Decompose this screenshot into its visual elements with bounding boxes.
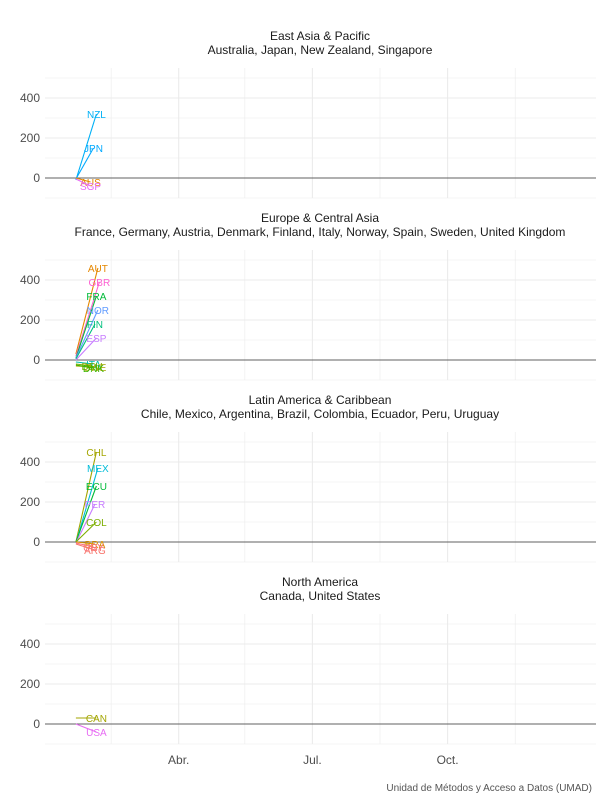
series-label-col: COL	[86, 518, 107, 529]
x-tick-label: Oct.	[437, 753, 459, 767]
x-tick-label: Abr.	[168, 753, 189, 767]
series-line-bra	[75, 541, 96, 545]
panel-subtitle: France, Germany, Austria, Denmark, Finla…	[75, 225, 566, 239]
series-line-arg	[75, 543, 96, 551]
series-label-can: CAN	[86, 714, 107, 725]
series-label-usa: USA	[86, 728, 107, 739]
series-line-gbr	[75, 281, 100, 357]
y-tick-label: 200	[20, 131, 40, 145]
series-line-esp	[75, 337, 97, 361]
series-label-per: PER	[85, 500, 106, 511]
series-line-deu	[75, 363, 93, 367]
series-line-nzl	[75, 113, 97, 181]
series-line-ecu	[75, 485, 97, 543]
series-line-chl	[75, 451, 97, 543]
panel-subtitle: Canada, United States	[260, 589, 381, 603]
y-tick-label: 400	[20, 91, 40, 105]
series-label-bra: BRA	[85, 540, 106, 551]
series-line-nor	[75, 309, 99, 359]
series-label-arg: ARG	[84, 546, 106, 557]
series-line-sgp	[75, 178, 91, 187]
series-label-dnk: DNK	[83, 364, 104, 375]
panel-subtitle: Australia, Japan, New Zealand, Singapore	[208, 43, 433, 57]
series-line-ita	[75, 361, 94, 365]
y-tick-label: 400	[20, 455, 40, 469]
panel-subtitle: Chile, Mexico, Argentina, Brazil, Colomb…	[141, 407, 499, 421]
panel-title: Europe & Central Asia	[261, 211, 379, 225]
series-line-jpn	[75, 147, 94, 180]
series-label-aus: AUS	[80, 178, 101, 189]
panel-title: East Asia & Pacific	[270, 29, 370, 43]
series-label-jpn: JPN	[84, 144, 103, 155]
series-line-dnk	[75, 364, 94, 369]
series-label-sgp: SGP	[80, 182, 101, 193]
series-label-swe: SWE	[84, 363, 107, 374]
series-line-ury	[75, 542, 94, 548]
y-tick-label: 200	[20, 313, 40, 327]
y-tick-label: 200	[20, 677, 40, 691]
series-line-aus	[75, 177, 91, 183]
series-line-fin	[75, 323, 96, 360]
series-label-esp: ESP	[86, 334, 106, 345]
series-label-gbr: GBR	[89, 278, 111, 289]
series-label-ury: URY	[83, 543, 104, 554]
caption: Unidad de Métodos y Acceso a Datos (UMAD…	[386, 783, 592, 794]
series-line-col	[75, 521, 97, 543]
series-label-nzl: NZL	[87, 110, 106, 121]
series-label-fra: FRA	[86, 292, 106, 303]
series-label-mex: MEX	[87, 464, 109, 475]
series-line-fra	[75, 295, 97, 359]
y-tick-label: 400	[20, 637, 40, 651]
x-tick-label: Jul.	[303, 753, 322, 767]
panel-title: Latin America & Caribbean	[249, 393, 392, 407]
y-tick-label: 0	[33, 353, 40, 367]
series-line-per	[75, 503, 96, 544]
series-label-ecu: ECU	[86, 482, 107, 493]
series-label-fin: FIN	[87, 320, 103, 331]
y-tick-label: 200	[20, 495, 40, 509]
y-tick-label: 0	[33, 717, 40, 731]
y-tick-label: 0	[33, 535, 40, 549]
series-line-aut	[75, 267, 99, 355]
series-line-usa	[75, 723, 97, 733]
y-tick-label: 0	[33, 171, 40, 185]
series-label-chl: CHL	[86, 448, 106, 459]
y-tick-label: 400	[20, 273, 40, 287]
series-label-aut: AUT	[88, 264, 108, 275]
panel-title: North America	[282, 575, 358, 589]
series-label-ita: ITA	[86, 360, 101, 371]
series-label-nor: NOR	[87, 306, 109, 317]
